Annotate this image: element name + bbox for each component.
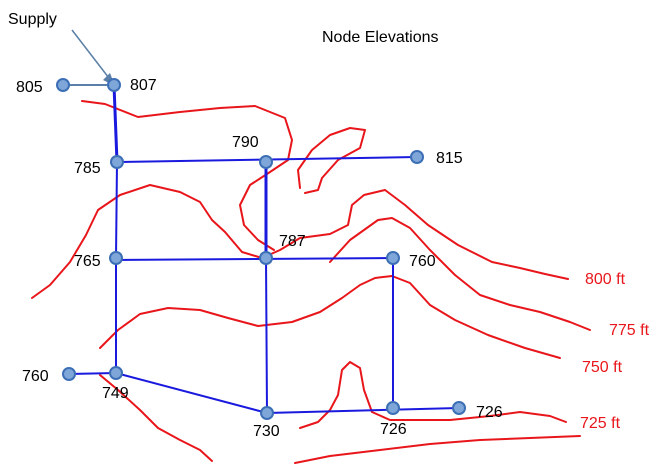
- node-790[interactable]: [259, 155, 273, 169]
- contour-upper: [81, 100, 293, 251]
- diagram-title: Node Elevations: [322, 29, 439, 46]
- node-label-765: 765: [74, 253, 101, 270]
- node-label-790: 790: [232, 134, 259, 151]
- node-labels: 805 807 785 790 815 765 787 760 760 749 …: [16, 77, 503, 440]
- node-760-left[interactable]: [62, 367, 76, 381]
- pipe-760-749: [68, 372, 117, 375]
- node-749[interactable]: [109, 366, 123, 380]
- pipe-749-730: [115, 372, 268, 414]
- contour-label-775: 775 ft: [609, 322, 650, 339]
- node-label-815: 815: [436, 150, 463, 167]
- pipe-785-765: [115, 161, 118, 259]
- node-label-785: 785: [74, 160, 101, 177]
- nodes: [56, 78, 466, 420]
- node-815[interactable]: [410, 150, 424, 164]
- pipes: [63, 84, 460, 414]
- contour-loop: [297, 127, 366, 194]
- node-726-right[interactable]: [452, 401, 466, 415]
- node-label-787: 787: [279, 233, 306, 250]
- node-label-749: 749: [102, 385, 129, 402]
- node-785[interactable]: [110, 155, 124, 169]
- contour-labels: 800 ft 775 ft 750 ft 725 ft: [580, 271, 650, 432]
- supply-label: Supply: [8, 11, 57, 28]
- contour-label-750: 750 ft: [582, 359, 623, 376]
- pipe-730-726: [266, 407, 460, 414]
- node-label-760-left: 760: [22, 368, 49, 385]
- node-730[interactable]: [260, 406, 274, 420]
- node-807[interactable]: [107, 78, 121, 92]
- pipe-807-785: [112, 84, 119, 163]
- node-787[interactable]: [259, 251, 273, 265]
- contour-label-725: 725 ft: [580, 415, 621, 432]
- contour-725-b: [299, 361, 567, 429]
- contour-label-800: 800 ft: [585, 271, 626, 288]
- node-760-right[interactable]: [386, 251, 400, 265]
- contour-800: [31, 184, 569, 299]
- node-label-730: 730: [253, 423, 280, 440]
- contour-775: [329, 217, 591, 331]
- node-label-726-right: 726: [476, 404, 503, 421]
- node-label-807: 807: [130, 77, 157, 94]
- node-726-mid[interactable]: [386, 401, 400, 415]
- node-label-805: 805: [16, 79, 43, 96]
- supply-arrow: [71, 29, 115, 86]
- pipe-765-760: [115, 257, 394, 261]
- contour-bottom: [294, 435, 581, 464]
- contour-725: [99, 374, 213, 462]
- contour-750: [99, 275, 561, 359]
- pipe-787-730: [265, 257, 268, 414]
- contour-lines: [31, 100, 591, 464]
- node-765[interactable]: [109, 251, 123, 265]
- node-label-726-mid: 726: [380, 421, 407, 438]
- node-label-760-right: 760: [409, 253, 436, 270]
- node-805[interactable]: [56, 78, 70, 92]
